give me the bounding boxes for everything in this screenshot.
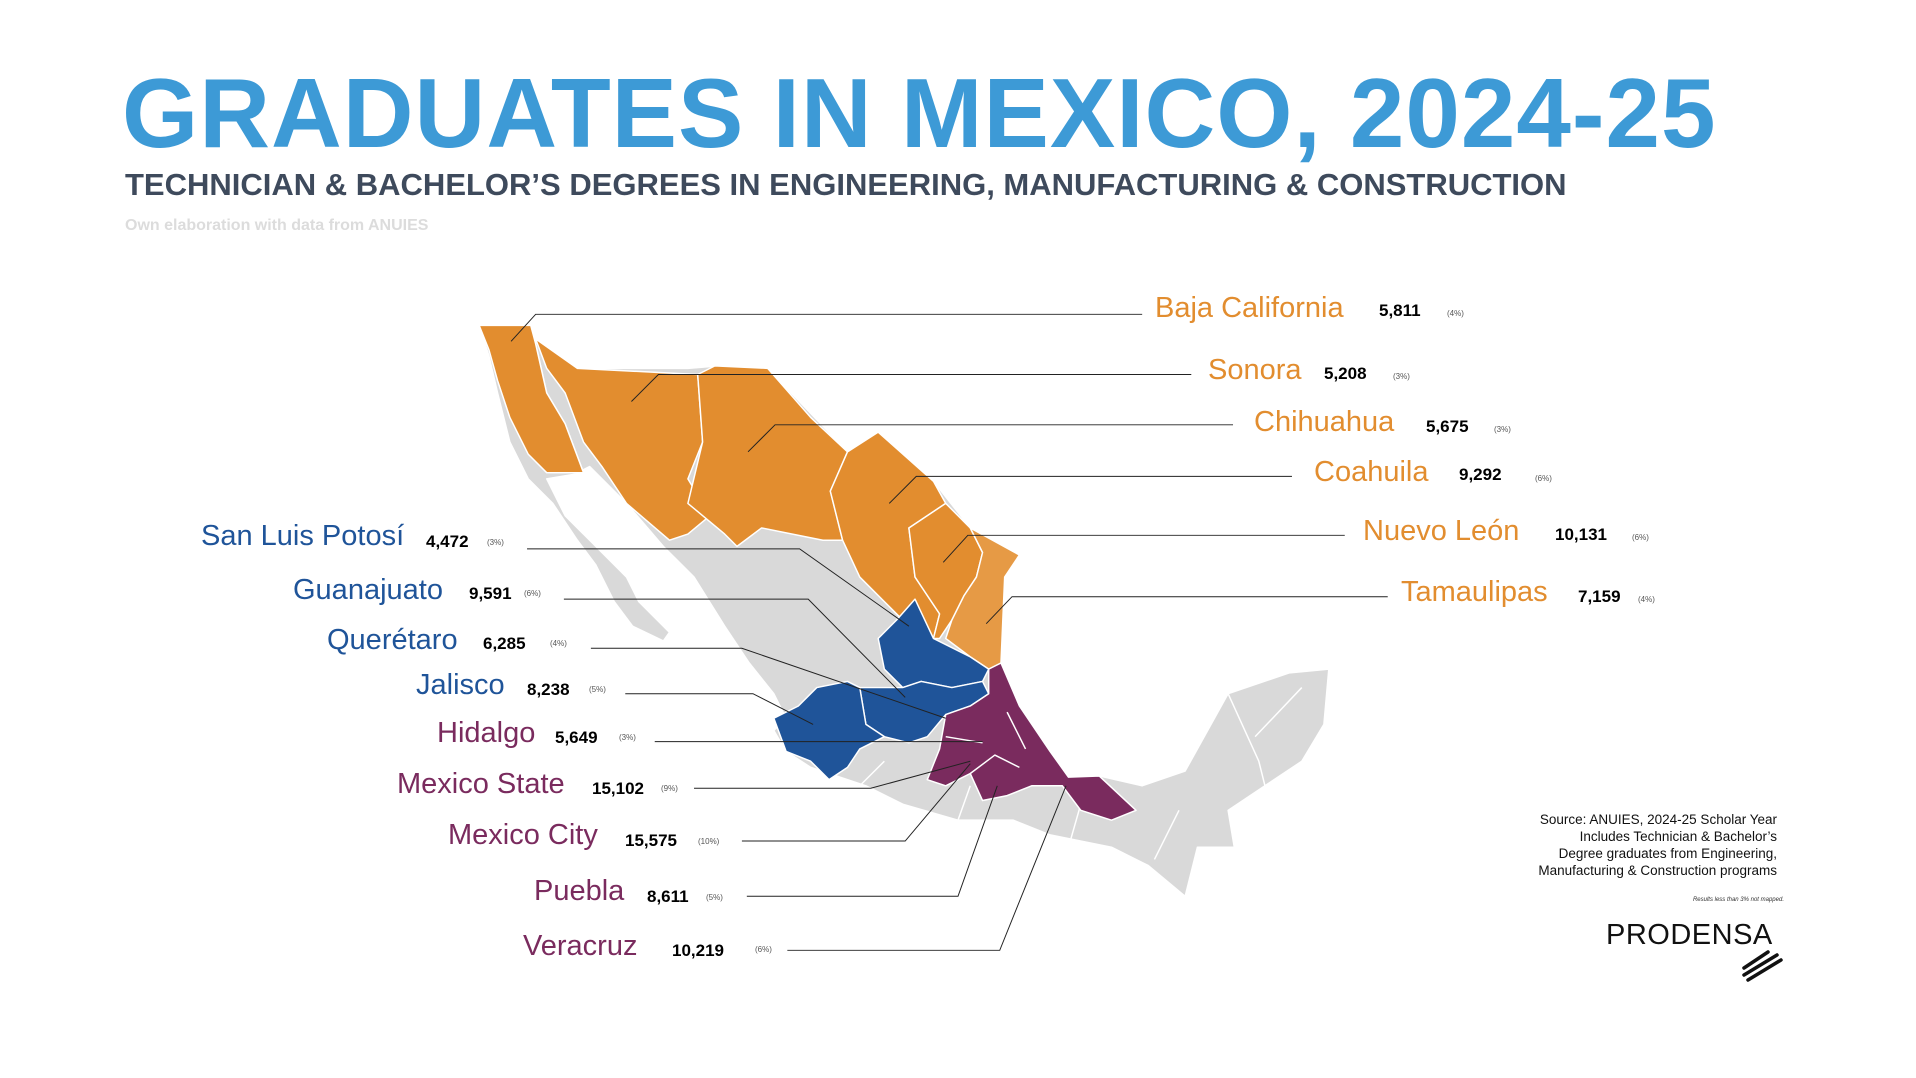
state-label-guanajuato: Guanajuato [293, 574, 443, 606]
state-label-queretaro: Querétaro [327, 624, 458, 656]
source-line: Includes Technician & Bachelor’s [1579, 829, 1777, 844]
state-share: (10%) [698, 837, 720, 846]
leader-guanajuato [563, 598, 906, 698]
state-share: (6%) [1535, 474, 1552, 483]
map-state-jalisco [773, 680, 886, 781]
leader-queretaro [590, 647, 946, 719]
leader-mexico-city [741, 763, 971, 842]
data-credit: Own elaboration with data from ANUIES [125, 217, 429, 234]
mapping-note: Results less than 3% not mapped. [1692, 897, 1784, 903]
prodensa-logo: PRODENSA [1606, 919, 1773, 951]
state-label-veracruz: Veracruz [523, 930, 638, 962]
state-share: (6%) [524, 589, 541, 598]
state-share: (4%) [550, 639, 567, 648]
state-label-jalisco: Jalisco [416, 669, 505, 701]
source-line: Degree graduates from Engineering, [1558, 846, 1777, 861]
leader-veracruz [787, 785, 1067, 951]
state-value: 5,208 [1324, 364, 1367, 383]
state-value: 15,575 [625, 831, 677, 850]
state-value: 10,219 [672, 941, 724, 960]
state-value: 10,131 [1555, 525, 1607, 544]
source-line: Manufacturing & Construction programs [1538, 863, 1777, 878]
source-note: Source: ANUIES, 2024-25 Scholar Year Inc… [1538, 811, 1777, 879]
leader-jalisco [625, 693, 814, 725]
leader-tamaulipas [985, 596, 1388, 625]
state-value: 8,238 [527, 680, 570, 699]
leader-chihuahua [747, 424, 1234, 453]
state-value: 5,811 [1379, 301, 1421, 320]
page-subtitle: TECHNICIAN & BACHELOR’S DEGREES IN ENGIN… [125, 167, 1567, 202]
state-label-puebla: Puebla [534, 875, 625, 907]
map-state-tamaulipas [944, 527, 1021, 670]
state-label-hidalgo: Hidalgo [437, 717, 536, 749]
state-share: (5%) [589, 685, 606, 694]
page-title: GRADUATES IN MEXICO, 2024-25 [122, 58, 1717, 168]
leader-lines [510, 313, 1388, 951]
state-label-nuevo-leon: Nuevo León [1363, 515, 1520, 547]
source-line: Source: ANUIES, 2024-25 Scholar Year [1539, 812, 1777, 827]
state-value: 5,675 [1426, 417, 1469, 436]
state-share: (6%) [1632, 533, 1649, 542]
state-label-coahuila: Coahuila [1314, 456, 1429, 488]
leader-san-luis-potosi [527, 548, 910, 627]
state-share: (3%) [1393, 372, 1410, 381]
state-value: 7,159 [1578, 587, 1621, 606]
state-share: (3%) [619, 733, 636, 742]
leader-nuevo-leon [942, 534, 1345, 563]
state-label-mexico-city: Mexico City [448, 819, 598, 851]
state-value: 9,591 [469, 584, 512, 603]
state-share: (4%) [1638, 595, 1655, 604]
leader-baja-california [510, 313, 1143, 342]
state-label-sonora: Sonora [1208, 354, 1302, 386]
leader-puebla [746, 785, 998, 897]
map-state-baja-california [478, 324, 585, 474]
state-value: 15,102 [592, 779, 644, 798]
state-label-chihuahua: Chihuahua [1254, 406, 1395, 438]
state-share: (6%) [755, 945, 772, 954]
state-value: 8,611 [647, 887, 689, 906]
leader-mexico-state [694, 760, 971, 789]
state-value: 5,649 [555, 728, 598, 747]
state-value: 9,292 [1459, 465, 1502, 484]
map-state-chihuahua [687, 365, 849, 548]
leader-coahuila [888, 475, 1292, 504]
state-share: (9%) [661, 784, 678, 793]
state-label-baja-california: Baja California [1155, 292, 1344, 324]
state-label-tamaulipas: Tamaulipas [1401, 576, 1548, 608]
leader-sonora [631, 373, 1192, 402]
state-value: 4,472 [426, 532, 469, 551]
map-state-purple-group [926, 662, 1137, 821]
state-share: (5%) [706, 893, 723, 902]
state-share: (3%) [487, 538, 504, 547]
state-share: (4%) [1447, 309, 1464, 318]
state-value: 6,285 [483, 634, 526, 653]
state-share: (3%) [1494, 425, 1511, 434]
state-label-san-luis-potosi: San Luis Potosí [201, 520, 405, 552]
state-label-mexico-state: Mexico State [397, 768, 565, 800]
